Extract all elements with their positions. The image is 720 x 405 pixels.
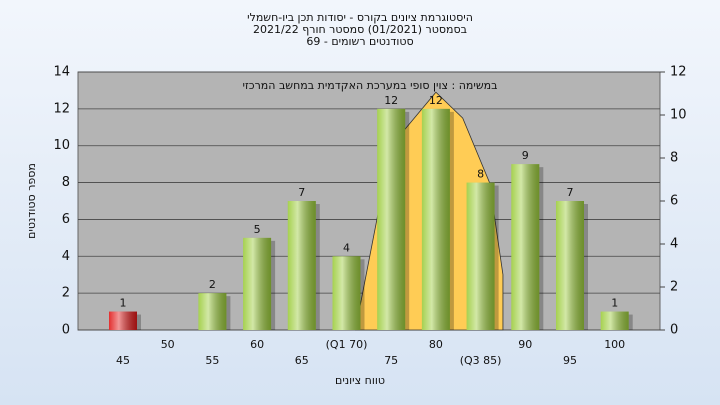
- chart-title: היסטוגרמת ציונים בקורס - יסודות תכן ביו-…: [247, 11, 473, 24]
- data-label: 12: [384, 94, 398, 107]
- data-label: 7: [567, 186, 574, 199]
- bar-shine: [109, 311, 137, 330]
- y2-tick-label: 0: [670, 323, 678, 338]
- data-label: 9: [522, 149, 529, 162]
- x-tick-label: 100: [604, 338, 625, 351]
- x-axis-label: טווח ציונים: [335, 374, 385, 387]
- x-tick-label: 55: [205, 354, 219, 367]
- x-tick-label: 45: [116, 354, 130, 367]
- data-label: 2: [209, 278, 216, 291]
- bar-shine: [421, 108, 450, 330]
- bar-shine: [332, 256, 361, 330]
- y-tick-label: 10: [53, 138, 70, 153]
- y2-tick-label: 6: [670, 194, 678, 209]
- y-tick-label: 8: [62, 175, 70, 190]
- x-tick-label: (Q3 85): [460, 354, 502, 367]
- y-tick-label: 14: [53, 65, 70, 80]
- data-label: 1: [611, 297, 618, 310]
- y2-tick-label: 10: [670, 108, 687, 123]
- x-tick-label: 65: [295, 354, 309, 367]
- data-label: 5: [254, 223, 261, 236]
- bar-shine: [556, 201, 584, 330]
- x-tick-label: 60: [250, 338, 264, 351]
- chart-subtitle: בסמסטר (01/2021) סמסטר חורף 2021/22: [253, 23, 467, 36]
- bar-shine: [243, 237, 272, 330]
- y2-tick-label: 8: [670, 151, 678, 166]
- bar-shine: [377, 108, 406, 330]
- chart-subtitle: סטודנטים רשומים - 69: [306, 35, 413, 48]
- y-tick-label: 2: [62, 286, 70, 301]
- data-label: 4: [343, 241, 350, 254]
- x-tick-label: (Q1 70): [326, 338, 368, 351]
- data-label: 1: [120, 297, 127, 310]
- bar-shine: [287, 201, 316, 330]
- x-tick-label: 80: [429, 338, 443, 351]
- y-tick-label: 12: [53, 101, 70, 116]
- y-tick-label: 0: [62, 323, 70, 338]
- y-tick-label: 6: [62, 212, 70, 227]
- data-label: 12: [429, 94, 443, 107]
- y2-tick-label: 12: [670, 65, 687, 80]
- x-tick-label: 50: [161, 338, 175, 351]
- data-label: 8: [477, 168, 484, 181]
- y-tick-label: 4: [62, 249, 70, 264]
- y2-tick-label: 2: [670, 280, 678, 295]
- bar-shine: [198, 293, 227, 330]
- x-tick-label: 95: [563, 354, 577, 367]
- bar-shine: [466, 182, 495, 330]
- y2-tick-label: 4: [670, 237, 678, 252]
- bar-shine: [600, 311, 629, 330]
- bar-shine: [511, 164, 540, 330]
- x-tick-label: 90: [518, 338, 532, 351]
- data-label: 7: [298, 186, 305, 199]
- x-tick-label: 75: [384, 354, 398, 367]
- y-axis-label: מספר סטודנטים: [25, 163, 38, 239]
- annotation: במשימה : צוין סופי במערכת האקדמית במחשב …: [243, 79, 498, 92]
